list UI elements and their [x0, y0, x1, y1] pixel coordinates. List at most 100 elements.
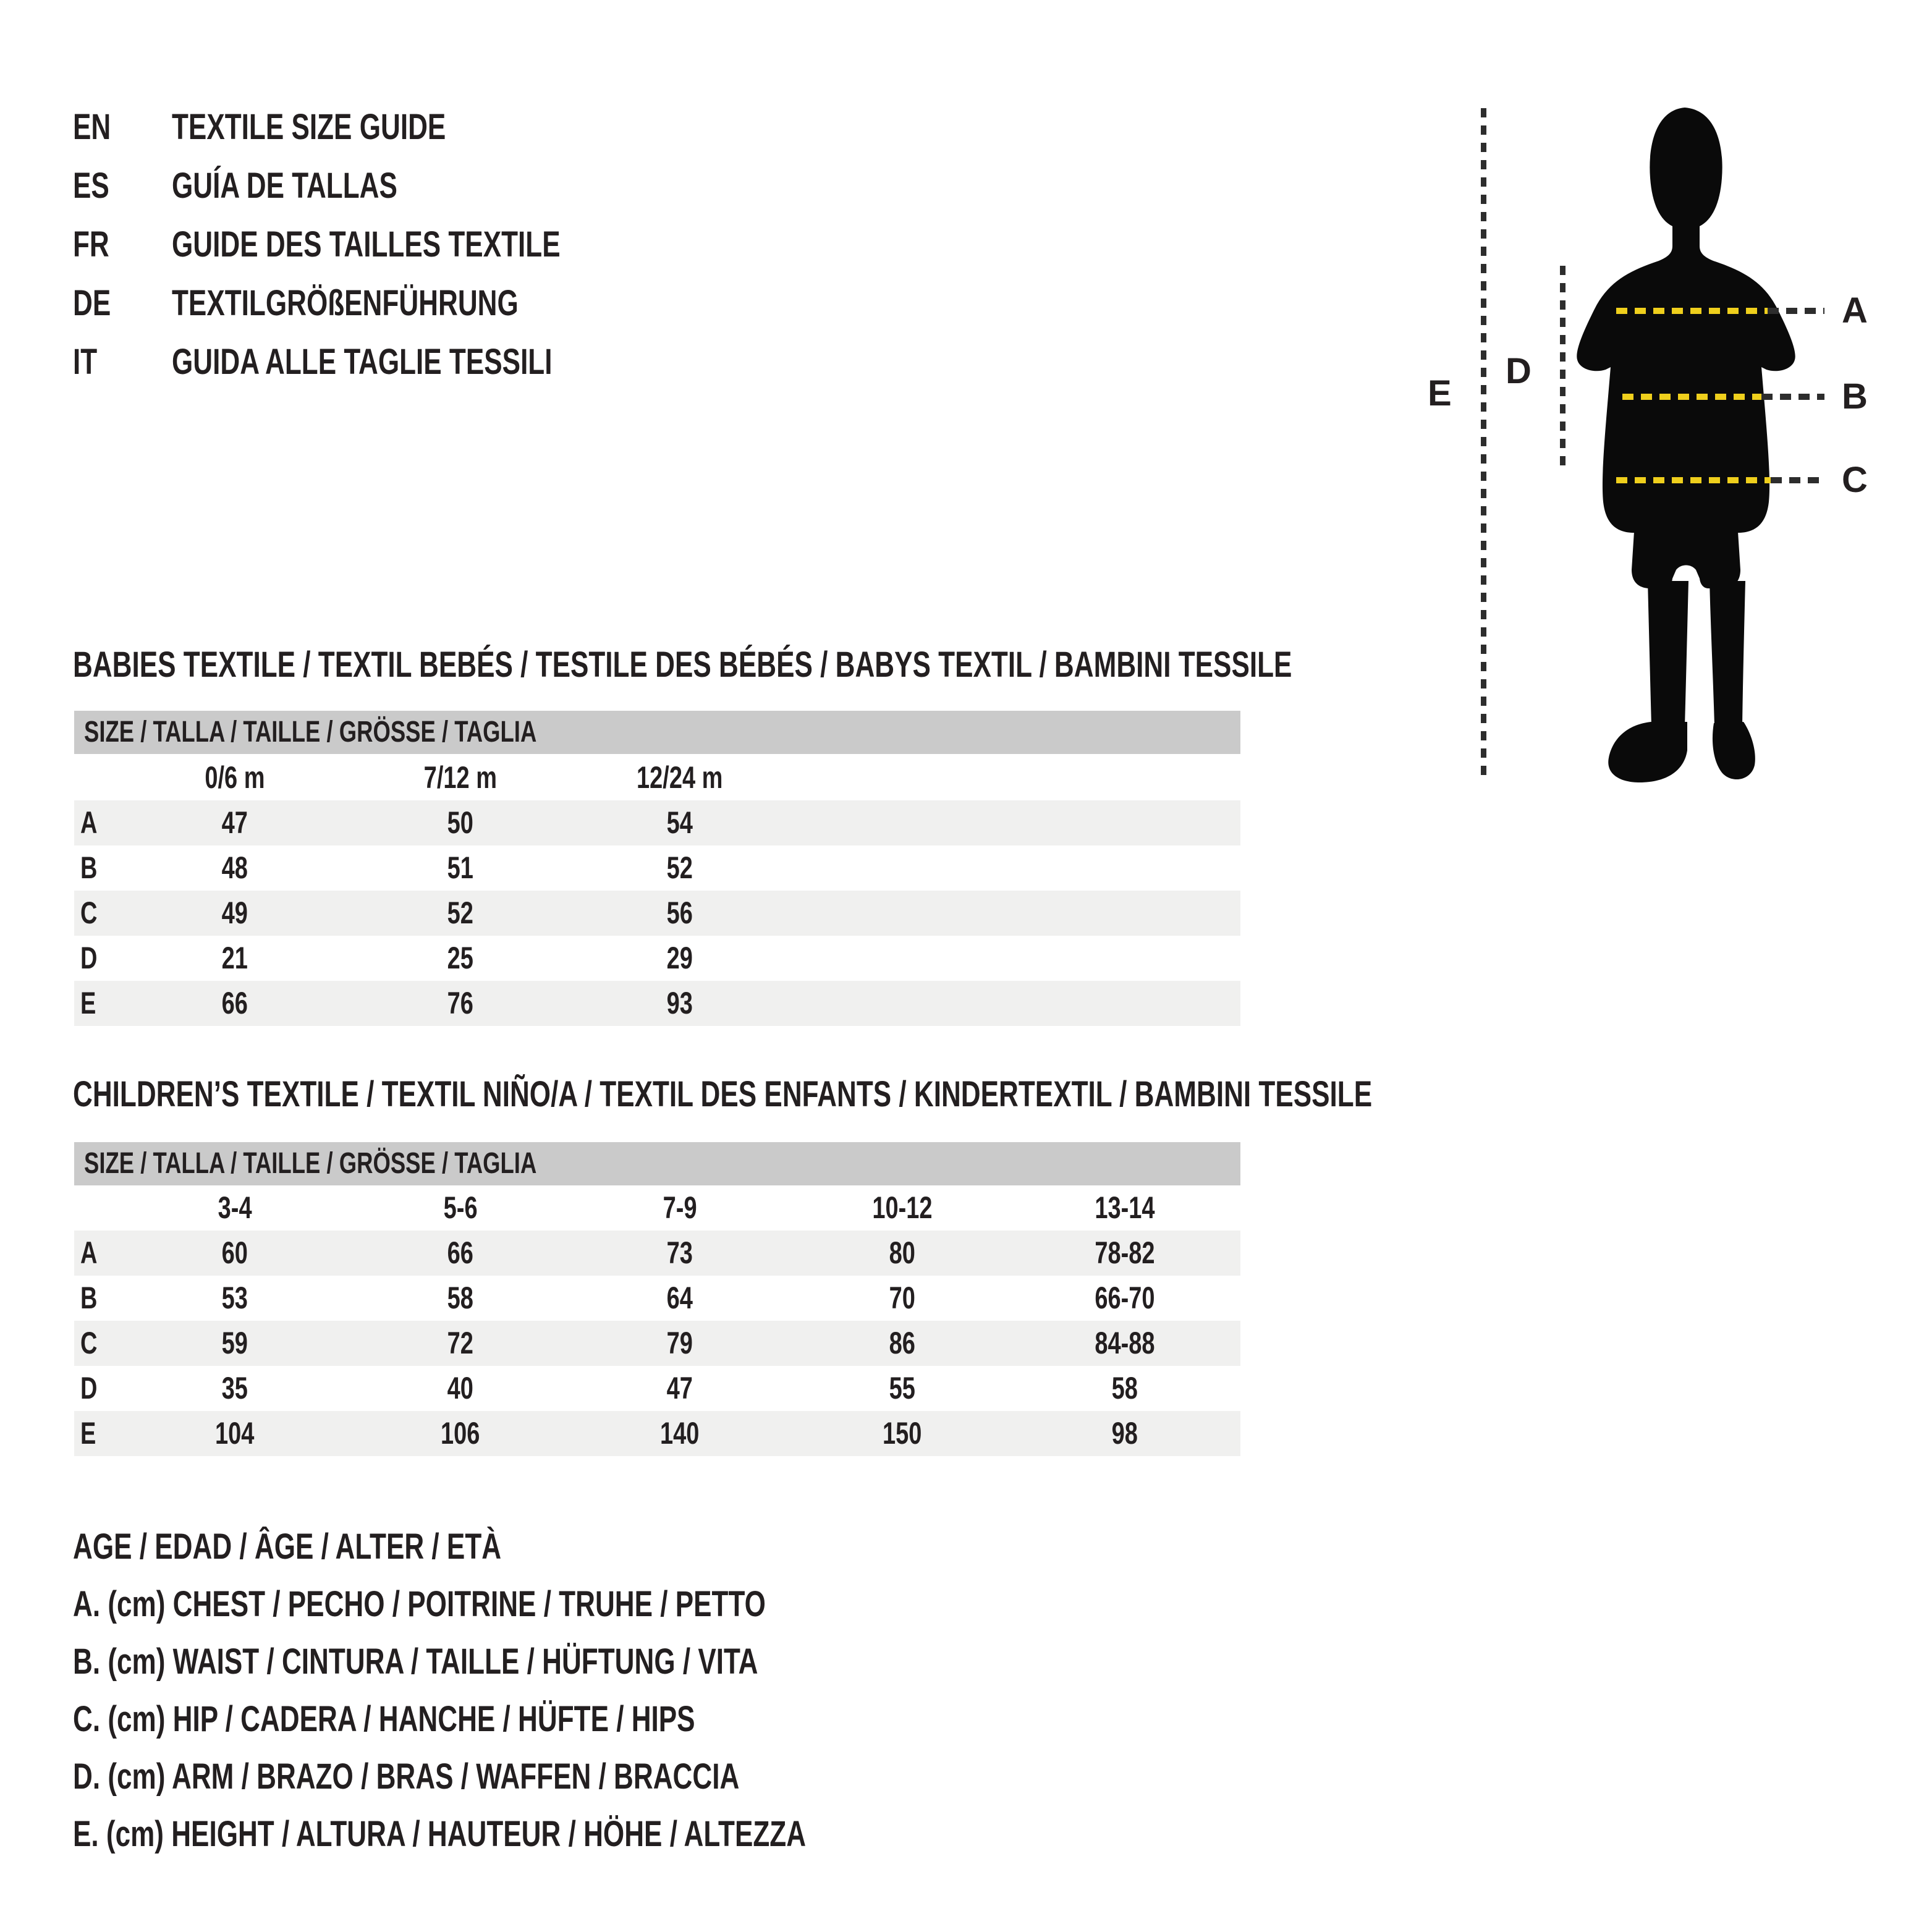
children-size-header-text: SIZE / TALLA / TAILLE / GRÖSSE / TAGLIA: [84, 1147, 537, 1180]
cell-value: 54: [666, 805, 693, 840]
label-d-arm: D: [1506, 351, 1532, 391]
child-silhouette-image: [1577, 108, 1795, 782]
cell-value: 140: [660, 1416, 700, 1451]
row-label: C: [80, 896, 98, 930]
children-col-5-6: 5-6: [443, 1190, 478, 1225]
table-row: A 60 66 73 80 78-82: [74, 1231, 1240, 1276]
lang-title-it: GUIDA ALLE TAGLIE TESSILI: [172, 342, 553, 382]
cell-value: 47: [221, 805, 248, 840]
children-col-3-4: 3-4: [218, 1190, 252, 1225]
measurement-diagram: A B C D E: [1409, 87, 1910, 810]
table-row: B 53 58 64 70 66-70: [74, 1276, 1240, 1321]
cell-value: 60: [221, 1235, 248, 1270]
lang-title-en: TEXTILE SIZE GUIDE: [172, 107, 446, 147]
chest-line-dark: [1768, 308, 1824, 314]
table-row: C 59 72 79 86 84-88: [74, 1321, 1240, 1366]
lang-code-fr: FR: [73, 224, 109, 265]
children-col-13-14: 13-14: [1095, 1190, 1155, 1225]
label-c-hip: C: [1842, 460, 1868, 500]
cell-value: 64: [666, 1281, 693, 1315]
cell-value: 51: [447, 850, 474, 885]
cell-value: 84-88: [1095, 1326, 1155, 1360]
row-label: E: [80, 986, 96, 1020]
lang-title-fr: GUIDE DES TAILLES TEXTILE: [172, 224, 561, 265]
language-header: EN TEXTILE SIZE GUIDE ES GUÍA DE TALLAS …: [73, 98, 1000, 391]
waist-line-yellow: [1622, 394, 1761, 400]
cell-value: 86: [889, 1326, 916, 1360]
cell-value: 56: [666, 896, 693, 930]
waist-line-dark: [1761, 394, 1824, 400]
cell-value: 21: [221, 941, 248, 975]
table-row: D 21 25 29: [74, 936, 1240, 981]
babies-size-table: SIZE / TALLA / TAILLE / GRÖSSE / TAGLIA …: [74, 711, 1240, 1026]
cell-value: 52: [447, 896, 474, 930]
cell-value: 25: [447, 941, 474, 975]
cell-value: 29: [666, 941, 693, 975]
legend-arm: D. (cm) ARM / BRAZO / BRAS / WAFFEN / BR…: [73, 1756, 740, 1797]
cell-value: 73: [666, 1235, 693, 1270]
lang-title-es: GUÍA DE TALLAS: [172, 166, 397, 206]
row-label: C: [80, 1326, 98, 1360]
cell-value: 52: [666, 850, 693, 885]
cell-value: 79: [666, 1326, 693, 1360]
lang-row-es: ES GUÍA DE TALLAS: [73, 156, 1000, 215]
babies-col-12-24m: 12/24 m: [637, 760, 723, 795]
lang-row-de: DE TEXTILGRÖßENFÜHRUNG: [73, 274, 1000, 333]
cell-value: 76: [447, 986, 474, 1020]
row-label: B: [80, 850, 98, 885]
cell-value: 35: [221, 1371, 248, 1405]
row-label: D: [80, 941, 98, 975]
cell-value: 49: [221, 896, 248, 930]
row-label: A: [80, 1235, 98, 1270]
arm-measure-line-d: [1560, 266, 1566, 468]
cell-value: 50: [447, 805, 474, 840]
hip-line-dark: [1771, 477, 1824, 483]
cell-value: 55: [889, 1371, 916, 1405]
lang-row-it: IT GUIDA ALLE TAGLIE TESSILI: [73, 333, 1000, 391]
cell-value: 66-70: [1095, 1281, 1155, 1315]
legend-hip: C. (cm) HIP / CADERA / HANCHE / HÜFTE / …: [73, 1699, 695, 1739]
cell-value: 70: [889, 1281, 916, 1315]
babies-column-header-row: 0/6 m 7/12 m 12/24 m: [74, 755, 1240, 800]
cell-value: 48: [221, 850, 248, 885]
lang-row-en: EN TEXTILE SIZE GUIDE: [73, 98, 1000, 156]
table-row: D 35 40 47 55 58: [74, 1366, 1240, 1411]
cell-value: 98: [1111, 1416, 1138, 1451]
lang-code-es: ES: [73, 166, 109, 206]
cell-value: 106: [441, 1416, 480, 1451]
table-row: A 47 50 54: [74, 800, 1240, 845]
babies-section-heading: BABIES TEXTILE / TEXTIL BEBÉS / TESTILE …: [73, 635, 1677, 694]
row-label: B: [80, 1281, 98, 1315]
cell-value: 78-82: [1095, 1235, 1155, 1270]
hip-line-yellow: [1616, 477, 1771, 483]
lang-title-de: TEXTILGRÖßENFÜHRUNG: [172, 283, 519, 323]
table-row: E 104 106 140 150 98: [74, 1411, 1240, 1456]
babies-table-header-bar: SIZE / TALLA / TAILLE / GRÖSSE / TAGLIA: [74, 711, 1240, 754]
table-row: E 66 76 93: [74, 981, 1240, 1026]
cell-value: 58: [1111, 1371, 1138, 1405]
cell-value: 93: [666, 986, 693, 1020]
height-measure-line-e: [1481, 108, 1486, 776]
babies-size-header-text: SIZE / TALLA / TAILLE / GRÖSSE / TAGLIA: [84, 716, 537, 748]
legend-chest: A. (cm) CHEST / PECHO / POITRINE / TRUHE…: [73, 1584, 766, 1624]
cell-value: 150: [883, 1416, 922, 1451]
cell-value: 80: [889, 1235, 916, 1270]
cell-value: 66: [447, 1235, 474, 1270]
children-size-table: SIZE / TALLA / TAILLE / GRÖSSE / TAGLIA …: [74, 1142, 1240, 1457]
cell-value: 40: [447, 1371, 474, 1405]
legend-waist: B. (cm) WAIST / CINTURA / TAILLE / HÜFTU…: [73, 1642, 758, 1682]
children-section-heading-text: CHILDREN’S TEXTILE / TEXTIL NIÑO/A / TEX…: [73, 1074, 1373, 1114]
children-column-header-row: 3-4 5-6 7-9 10-12 13-14: [74, 1185, 1240, 1231]
row-label: E: [80, 1416, 96, 1451]
cell-value: 59: [221, 1326, 248, 1360]
cell-value: 47: [666, 1371, 693, 1405]
children-table-header-bar: SIZE / TALLA / TAILLE / GRÖSSE / TAGLIA: [74, 1142, 1240, 1185]
measurement-legend: AGE / EDAD / ÂGE / ALTER / ETÀ A. (cm) C…: [73, 1518, 1309, 1863]
row-label: A: [80, 805, 98, 840]
children-col-7-9: 7-9: [663, 1190, 697, 1225]
lang-code-it: IT: [73, 342, 98, 382]
cell-value: 104: [215, 1416, 255, 1451]
lang-code-de: DE: [73, 283, 111, 323]
babies-col-7-12m: 7/12 m: [423, 760, 498, 795]
